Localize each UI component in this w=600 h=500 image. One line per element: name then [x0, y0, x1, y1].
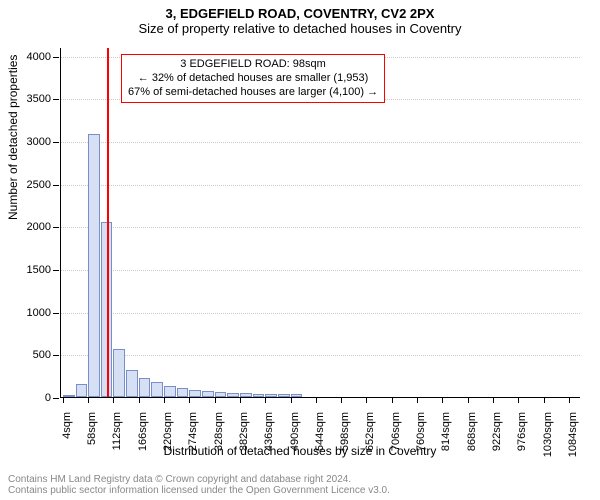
y-tick [53, 99, 59, 100]
y-tick-label: 0 [45, 392, 51, 404]
y-tick-label: 3000 [27, 136, 51, 148]
x-tick [164, 397, 165, 403]
x-tick [139, 397, 140, 403]
gridline [61, 185, 580, 186]
y-tick [53, 57, 59, 58]
histogram-bar [291, 394, 303, 397]
footer-line2: Contains public sector information licen… [8, 485, 592, 496]
x-axis-label: Distribution of detached houses by size … [0, 444, 600, 458]
y-tick [53, 142, 59, 143]
x-tick [518, 397, 519, 403]
x-tick [442, 397, 443, 403]
x-tick [316, 397, 317, 403]
x-tick-label: 4sqm [61, 412, 73, 439]
histogram-bar [126, 370, 138, 397]
x-tick [417, 397, 418, 403]
x-tick [341, 397, 342, 403]
histogram-bar [63, 395, 75, 397]
x-tick [392, 397, 393, 403]
footer-line1: Contains HM Land Registry data © Crown c… [8, 474, 592, 485]
chart-area: 050010001500200025003000350040004sqm58sq… [60, 48, 580, 398]
x-tick [366, 397, 367, 403]
histogram-bar [202, 391, 214, 397]
histogram-bar [265, 394, 277, 397]
x-tick [569, 397, 570, 403]
property-marker-line [107, 48, 109, 397]
histogram-bar [113, 349, 125, 397]
y-tick-label: 1000 [27, 307, 51, 319]
annotation-line2: ← 32% of detached houses are smaller (1,… [128, 72, 378, 86]
y-tick [53, 185, 59, 186]
y-tick [53, 313, 59, 314]
x-tick [291, 397, 292, 403]
gridline [61, 355, 580, 356]
gridline [61, 270, 580, 271]
y-tick [53, 227, 59, 228]
histogram-bar [227, 393, 239, 397]
y-tick-label: 2500 [27, 179, 51, 191]
x-tick [544, 397, 545, 403]
y-tick-label: 2000 [27, 221, 51, 233]
title-block: 3, EDGEFIELD ROAD, COVENTRY, CV2 2PX Siz… [0, 0, 600, 36]
x-tick [265, 397, 266, 403]
x-tick [215, 397, 216, 403]
histogram-bar [240, 393, 252, 397]
histogram-bar [164, 386, 176, 397]
histogram-bar [139, 378, 151, 397]
y-tick-label: 3500 [27, 93, 51, 105]
x-tick [189, 397, 190, 403]
x-tick [88, 397, 89, 403]
title-line2: Size of property relative to detached ho… [0, 21, 600, 36]
footer-attribution: Contains HM Land Registry data © Crown c… [8, 474, 592, 496]
x-tick [493, 397, 494, 403]
annotation-box: 3 EDGEFIELD ROAD: 98sqm← 32% of detached… [121, 54, 385, 103]
plot-region: 050010001500200025003000350040004sqm58sq… [60, 48, 580, 398]
histogram-bar [88, 134, 100, 397]
figure: 3, EDGEFIELD ROAD, COVENTRY, CV2 2PX Siz… [0, 0, 600, 500]
x-tick [240, 397, 241, 403]
y-tick [53, 270, 59, 271]
x-tick [468, 397, 469, 403]
y-tick-label: 500 [33, 349, 51, 361]
y-tick-label: 4000 [27, 51, 51, 63]
gridline [61, 142, 580, 143]
annotation-line3: 67% of semi-detached houses are larger (… [128, 86, 378, 100]
y-axis-label: Number of detached properties [6, 55, 20, 220]
x-tick [113, 397, 114, 403]
histogram-bar [151, 382, 163, 397]
histogram-bar [189, 390, 201, 397]
x-tick [63, 397, 64, 403]
gridline [61, 313, 580, 314]
annotation-line1: 3 EDGEFIELD ROAD: 98sqm [128, 58, 378, 72]
histogram-bar [253, 394, 265, 397]
title-line1: 3, EDGEFIELD ROAD, COVENTRY, CV2 2PX [0, 6, 600, 21]
histogram-bar [215, 392, 227, 397]
y-tick [53, 355, 59, 356]
y-tick [53, 398, 59, 399]
y-tick-label: 1500 [27, 264, 51, 276]
histogram-bar [177, 388, 189, 397]
histogram-bar [278, 394, 290, 397]
histogram-bar [76, 384, 88, 397]
gridline [61, 227, 580, 228]
x-tick-label: 58sqm [86, 412, 98, 445]
